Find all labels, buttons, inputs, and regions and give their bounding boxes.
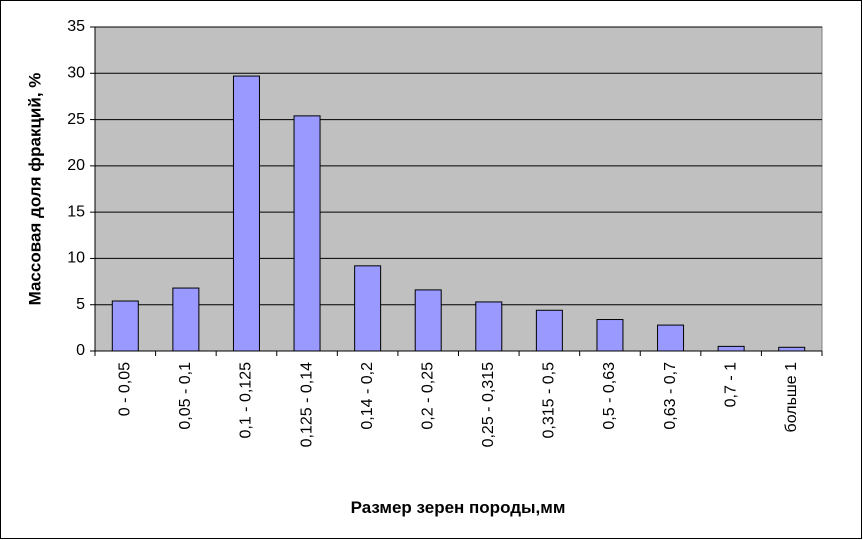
bar	[232, 75, 260, 352]
x-tick-label: 0,7 - 1	[722, 362, 739, 407]
x-tick-label: 0,2 - 0,25	[419, 362, 436, 430]
x-tick-label: больше 1	[783, 362, 800, 433]
x-tick-label: 0,1 - 0,125	[238, 362, 255, 439]
x-tick-label: 0,63 - 0,7	[662, 362, 679, 430]
x-tick-label: 0,05 - 0,1	[177, 362, 194, 430]
plot-area	[94, 26, 823, 352]
y-tick-label: 5	[76, 296, 85, 313]
x-axis-title: Размер зерен породы,мм	[351, 498, 566, 517]
y-tick-label: 15	[67, 203, 85, 220]
bar	[414, 289, 442, 352]
y-tick-label: 35	[67, 18, 85, 35]
x-tick-label: 0,125 - 0,14	[298, 362, 315, 448]
bar	[778, 346, 806, 352]
x-tick-label: 0 - 0,05	[117, 362, 134, 416]
bar	[717, 345, 745, 352]
bar	[354, 265, 382, 352]
bar	[172, 287, 200, 352]
y-axis-title: Массовая доля фракций, %	[25, 73, 44, 306]
x-tick-label: 0,14 - 0,2	[359, 362, 376, 430]
bar	[293, 115, 321, 352]
y-tick-label: 30	[67, 65, 85, 82]
y-tick-label: 10	[67, 250, 85, 267]
bar	[475, 301, 503, 352]
y-tick-label: 25	[67, 111, 85, 128]
x-tick-label: 0,25 - 0,315	[480, 362, 497, 448]
bar	[535, 309, 563, 352]
x-tick-label: 0,315 - 0,5	[541, 362, 558, 439]
bar	[111, 300, 139, 352]
bar	[657, 324, 685, 352]
y-tick-label: 0	[76, 342, 85, 359]
bar	[596, 319, 624, 352]
y-tick-label: 20	[67, 157, 85, 174]
x-tick-label: 0,5 - 0,63	[601, 362, 618, 430]
